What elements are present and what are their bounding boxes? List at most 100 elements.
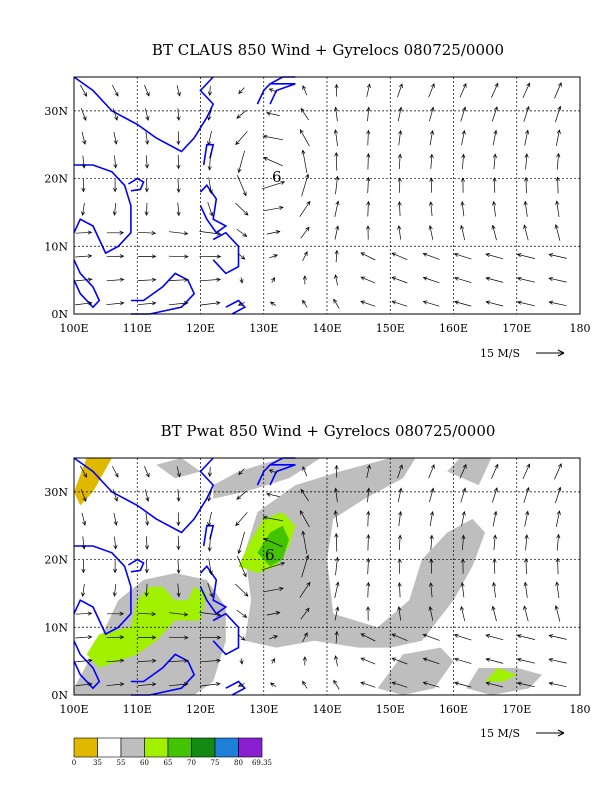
wind-vector: [266, 230, 281, 235]
wind-vector: [237, 682, 245, 687]
wind-vector: [554, 224, 561, 241]
wind-vector: [428, 83, 435, 98]
wind-vector: [334, 464, 339, 478]
wind-vector: [237, 301, 245, 306]
wind-vector: [269, 301, 277, 306]
wind-vector: [79, 465, 87, 478]
wind-vector: [112, 489, 118, 502]
wind-vector: [554, 463, 562, 480]
pwat-region-11: [74, 458, 112, 506]
wind-vector: [460, 177, 466, 193]
wind-vector: [460, 106, 467, 122]
wind-vector: [176, 535, 181, 551]
wind-vector: [299, 581, 311, 598]
wind-vector: [239, 277, 244, 284]
wind-vector: [236, 491, 247, 500]
wind-vector: [360, 300, 376, 307]
colorbar-label: 60: [140, 759, 149, 767]
wind-vector: [428, 582, 434, 598]
wind-vector: [333, 106, 339, 122]
bottom-vector-key: 15 M/S: [480, 727, 565, 740]
wind-vector: [429, 558, 434, 574]
wind-vector: [176, 466, 181, 478]
wind-vector: [523, 605, 529, 622]
coastline-4: [202, 524, 215, 547]
wind-vector: [366, 200, 371, 217]
coastline-2: [73, 259, 101, 309]
colorbar-swatch: [191, 737, 216, 758]
wind-vector: [398, 129, 403, 146]
wind-vector: [137, 658, 157, 663]
wind-vector: [524, 534, 529, 551]
wind-vector: [491, 487, 498, 503]
x-tick-label: 160E: [439, 322, 468, 335]
wind-vector: [75, 658, 93, 663]
coastline-7: [130, 272, 196, 315]
wind-vector: [207, 202, 214, 217]
wind-vector: [491, 106, 498, 122]
wind-vector: [271, 658, 276, 664]
wind-vector: [334, 200, 340, 217]
wind-vector: [176, 512, 181, 527]
wind-vector: [492, 177, 497, 193]
wind-vector: [75, 611, 93, 616]
wind-vector: [81, 560, 86, 574]
wind-vector: [106, 301, 125, 306]
wind-vector: [106, 658, 125, 663]
wind-vector: [112, 202, 117, 216]
wind-vector: [301, 530, 308, 555]
wind-vector: [397, 200, 402, 217]
wind-vector: [397, 581, 402, 598]
wind-vector: [334, 655, 339, 667]
wind-vector: [299, 510, 310, 528]
wind-vector: [302, 251, 308, 262]
wind-vector: [199, 254, 222, 259]
wind-vector: [422, 681, 440, 688]
wind-vector: [335, 175, 340, 195]
colorbar-label: 35: [93, 759, 102, 767]
top-chart: BT CLAUS 850 Wind + Gyrelocs 080725/0000…: [44, 41, 590, 360]
wind-vector: [238, 253, 246, 260]
wind-vector: [523, 105, 530, 122]
wind-vector: [360, 276, 376, 284]
wind-vector: [106, 254, 125, 259]
wind-vector: [238, 634, 246, 641]
wind-vector: [492, 200, 497, 217]
wind-vector: [485, 276, 504, 283]
wind-vector: [397, 464, 403, 479]
wind-vector: [397, 153, 403, 170]
wind-vector: [266, 492, 280, 497]
wind-vector: [555, 510, 561, 527]
wind-vector: [397, 605, 402, 621]
wind-vector: [299, 129, 310, 147]
wind-vector: [199, 658, 222, 663]
wind-vector: [199, 300, 221, 306]
colorbar-swatch: [97, 737, 122, 758]
wind-vector: [366, 533, 371, 551]
wind-vector: [144, 202, 149, 216]
wind-vector: [516, 681, 535, 688]
wind-vector: [176, 108, 181, 121]
wind-vector: [485, 253, 504, 260]
wind-vector: [460, 201, 465, 217]
wind-vector: [176, 202, 181, 217]
top-vector-key-label: 15 M/S: [480, 347, 520, 360]
wind-vector: [207, 466, 212, 478]
wind-vector: [429, 511, 435, 527]
wind-vector: [302, 299, 308, 308]
wind-vector: [422, 633, 440, 641]
wind-vector: [429, 177, 434, 193]
wind-vector: [397, 177, 402, 193]
wind-vector: [137, 277, 157, 282]
wind-vector: [333, 129, 338, 147]
wind-vector: [366, 106, 371, 122]
wind-vector: [235, 202, 249, 216]
wind-vector: [207, 489, 212, 502]
wind-vector: [138, 230, 157, 236]
y-tick-label: 20N: [44, 173, 68, 186]
wind-vector: [271, 277, 276, 283]
top-gyre-label: 6: [272, 168, 282, 186]
bottom-chart: BT Pwat 850 Wind + Gyrelocs 080725/0000 …: [44, 422, 590, 767]
wind-vector: [555, 105, 562, 123]
pwat-region-3: [156, 458, 201, 479]
